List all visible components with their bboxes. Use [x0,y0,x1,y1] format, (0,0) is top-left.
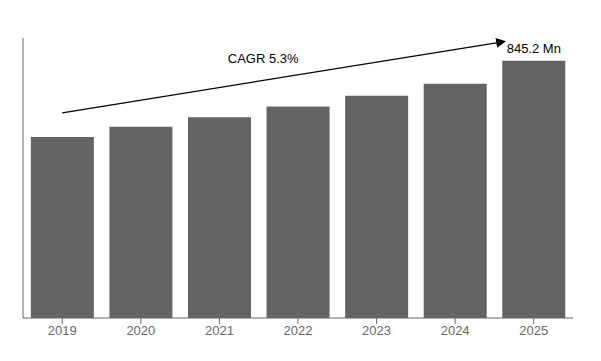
svg-text:2021: 2021 [205,323,234,338]
svg-text:845.2 Mn: 845.2 Mn [507,41,561,56]
svg-text:2025: 2025 [519,323,548,338]
svg-text:2022: 2022 [284,323,313,338]
svg-text:CAGR 5.3%: CAGR 5.3% [228,51,299,66]
svg-text:2020: 2020 [126,323,155,338]
svg-text:2019: 2019 [48,323,77,338]
svg-text:2023: 2023 [362,323,391,338]
svg-text:2024: 2024 [441,323,470,338]
